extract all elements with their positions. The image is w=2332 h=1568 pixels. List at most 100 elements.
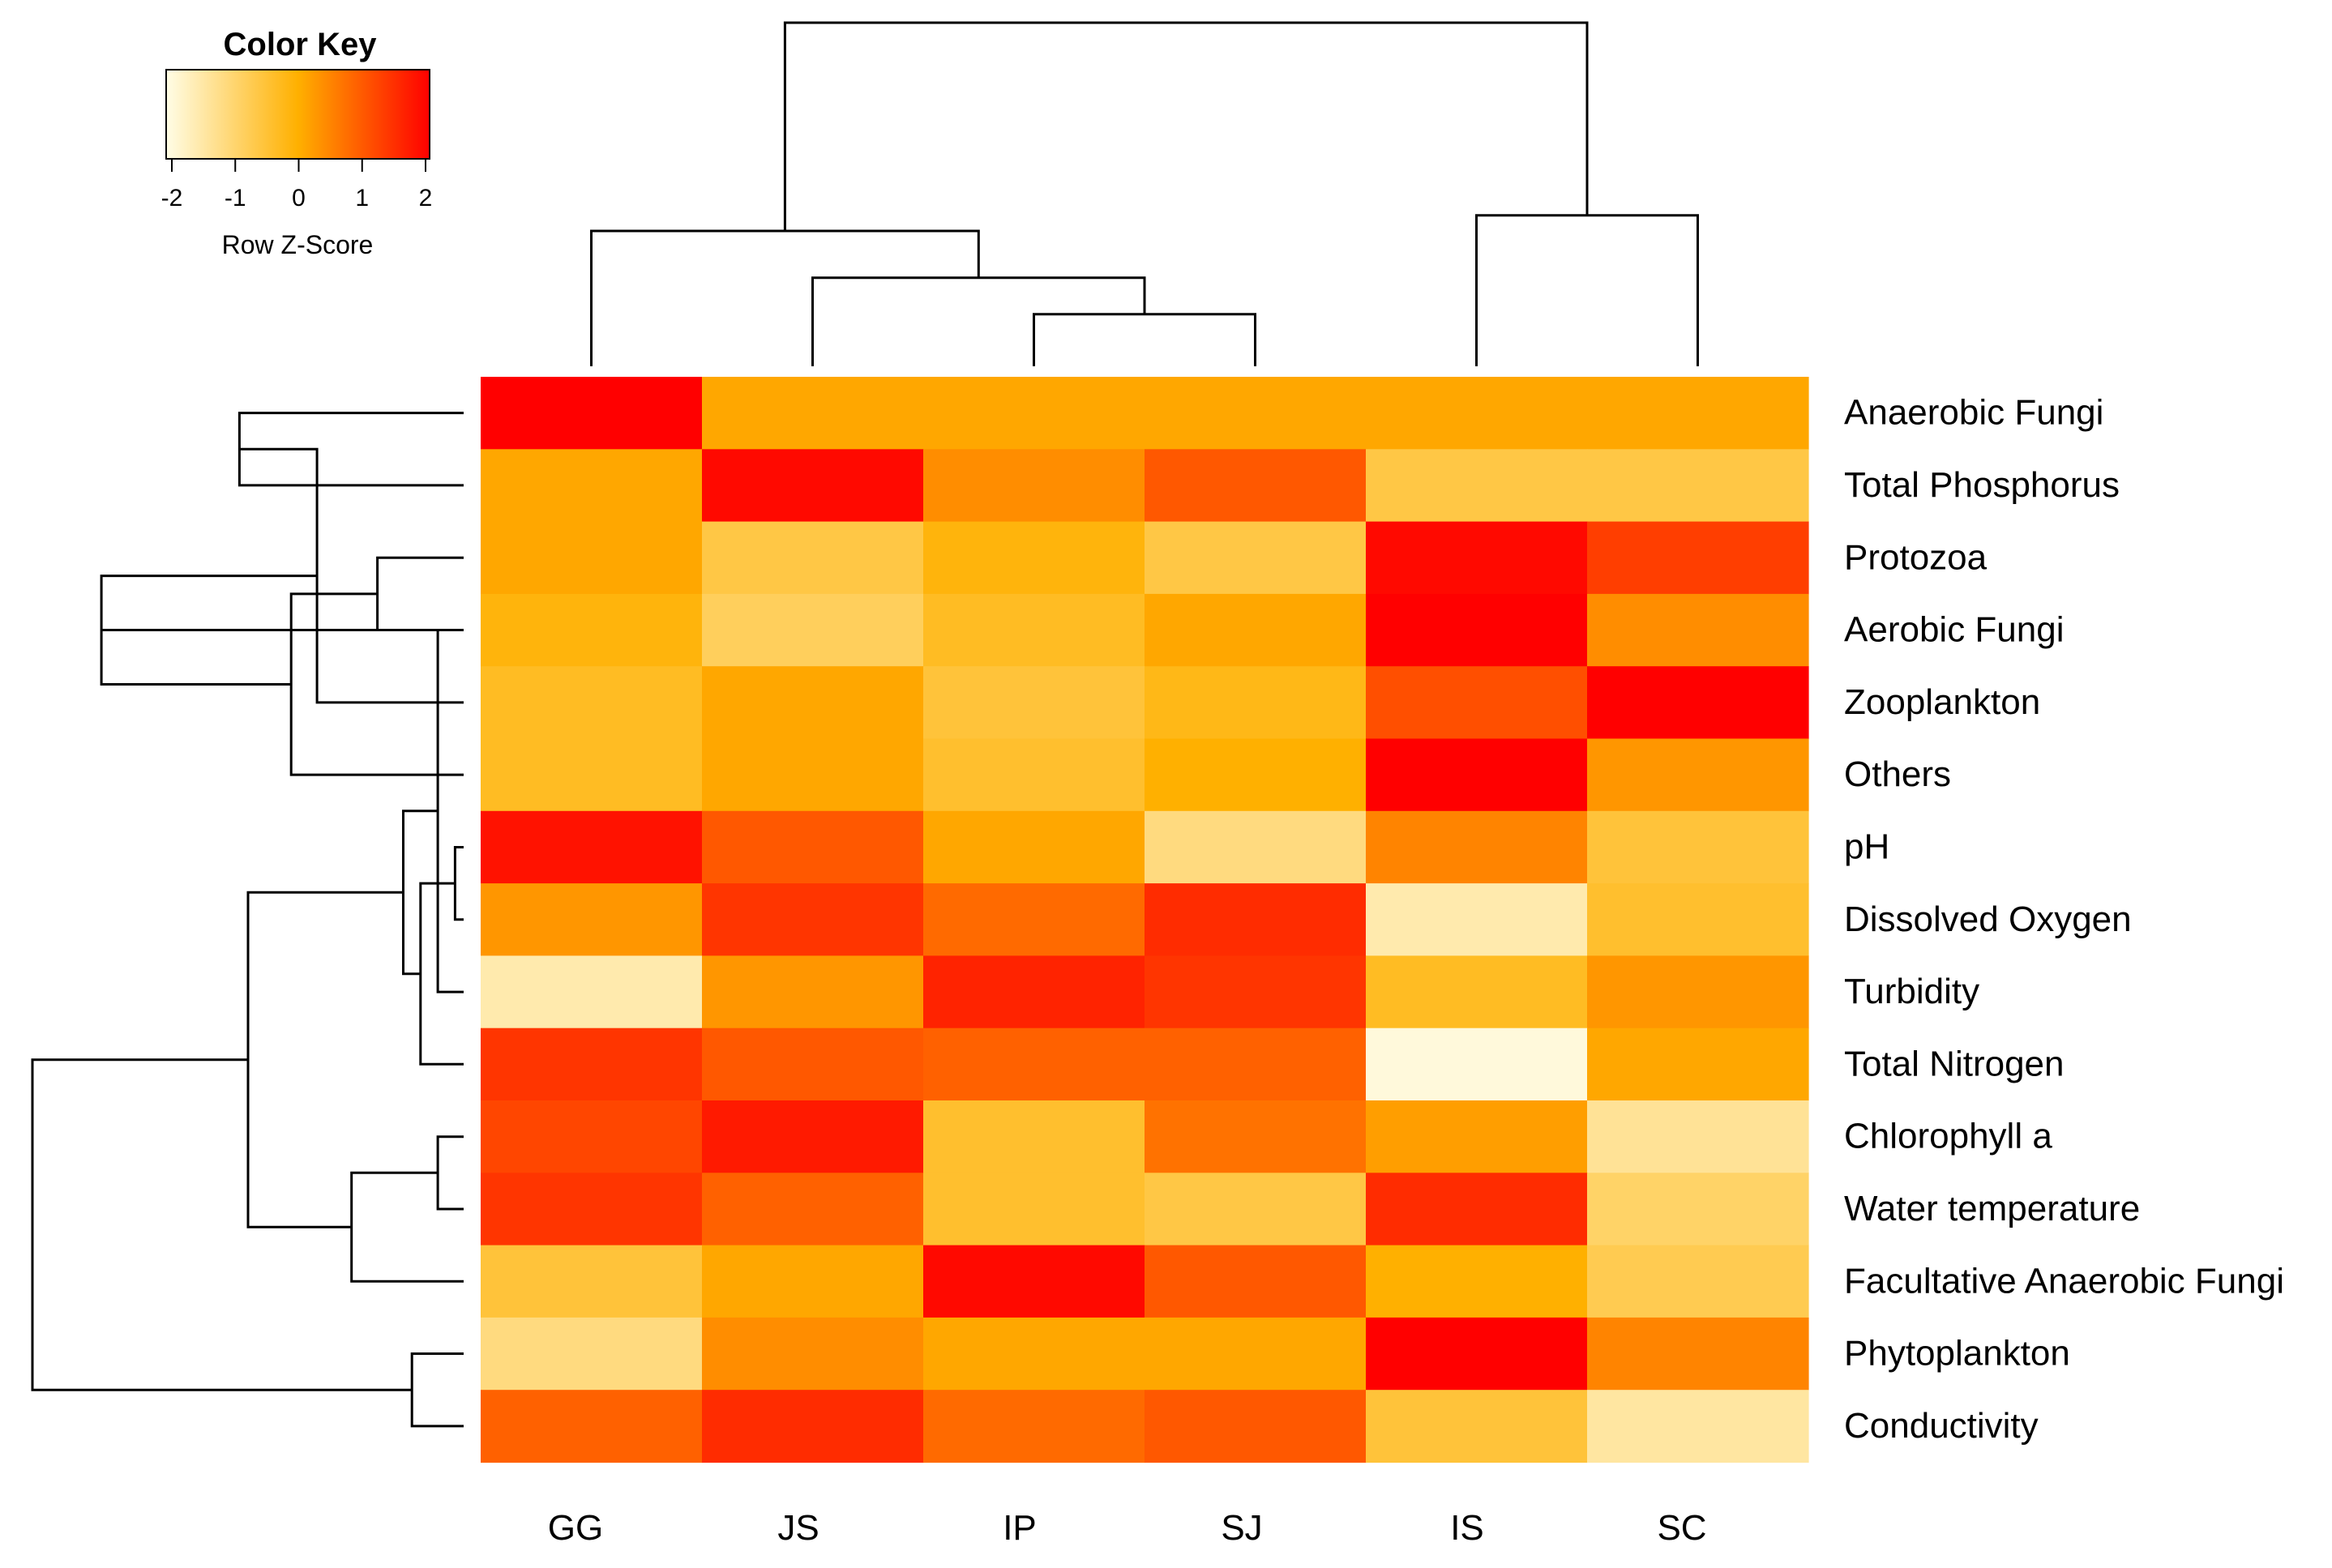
heatmap-cell [1587,1028,1809,1101]
heatmap-cell [481,1173,703,1246]
heatmap-cell [1145,955,1367,1029]
heatmap-cell [1145,593,1367,667]
color-key-tick-label: -1 [225,185,246,211]
heatmap-cell [1587,738,1809,812]
heatmap-cell [702,666,924,740]
heatmap-cell [923,377,1145,450]
heatmap-cell [1366,738,1588,812]
row-label: Protozoa [1844,537,1988,577]
row-label: Total Phosphorus [1844,465,2120,505]
heatmap-cell [1587,1173,1809,1246]
column-dendrogram-branch [811,276,1146,366]
heatmap-cell [702,1317,924,1391]
heatmap-cell [702,1100,924,1173]
row-label: Chlorophyll a [1844,1117,2052,1156]
row-label: Others [1844,754,1951,794]
heatmap-cell [1587,1245,1809,1318]
heatmap-cell [702,738,924,812]
heatmap-cell [702,377,924,450]
heatmap-cell [1587,1100,1809,1173]
heatmap-cell [702,955,924,1029]
color-key-ticks: -2 -1 0 1 2 [161,159,432,211]
column-label: GG [548,1508,603,1548]
heatmap-cell [702,1245,924,1318]
row-dendrogram-branch [31,1058,413,1391]
row-label: Facultative Anaerobic Fungi [1844,1261,2284,1301]
heatmap-cell [1145,1390,1367,1463]
heatmap-cell [702,883,924,956]
column-label: SJ [1221,1508,1262,1548]
row-dendrogram-branch [246,891,404,1228]
heatmap-cell [1145,666,1367,740]
heatmap-cell [481,883,703,956]
row-dendrogram-branch [350,1171,464,1283]
heatmap-cell [1145,1173,1367,1246]
heatmap-cell [1587,810,1809,884]
heatmap-cell [1587,449,1809,523]
color-key-title: Color Key [224,27,378,62]
row-label: pH [1844,827,1889,867]
heatmap-cell [1587,377,1809,450]
row-label: Zooplankton [1844,682,2040,722]
heatmap-cell [1366,1245,1588,1318]
heatmap-cell [1587,666,1809,740]
heatmap-cell [923,1100,1145,1173]
heatmap-cell [1145,1245,1367,1318]
heatmap-cell [481,955,703,1029]
heatmap-cell [702,449,924,523]
heatmap-cell [1145,883,1367,956]
heatmap-cell [481,593,703,667]
heatmap-cell [481,810,703,884]
row-labels: Anaerobic Fungi Total Phosphorus Protozoa A… [1844,393,2284,1446]
row-label: Anaerobic Fungi [1844,393,2103,433]
column-label: SC [1657,1508,1706,1548]
heatmap-cell [923,449,1145,523]
heatmap-cell [1145,449,1367,523]
heatmap-cell [481,666,703,740]
color-key: Color Key -2 -1 0 1 2 Row Z-Score [161,27,433,259]
heatmap-cell [923,1317,1145,1391]
heatmap-cell [702,810,924,884]
heatmap-cell [923,883,1145,956]
row-label: Phytoplankton [1844,1334,2070,1374]
heatmap-cell [481,1317,703,1391]
heatmap-cell [1366,1317,1588,1391]
row-dendrogram-branch [436,1135,464,1211]
heatmap-cell [1366,1028,1588,1101]
heatmap-cell [923,1390,1145,1463]
heatmap-cell [1145,810,1367,884]
column-label: IS [1450,1508,1484,1548]
heatmap-cell [1366,449,1588,523]
heatmap-cell [1366,377,1588,450]
heatmap-cell [481,377,703,450]
heatmap-cell [1587,883,1809,956]
heatmap-cell [1587,955,1809,1029]
column-label: IP [1003,1508,1037,1548]
heatmap-cell [481,1245,703,1318]
column-dendrogram-branch [783,21,1589,231]
column-labels: GG JS IP SJ IS SC [548,1508,1707,1548]
heatmap-cells [481,377,1809,1463]
heatmap-cell [702,1028,924,1101]
heatmap-cell [1366,521,1588,595]
column-dendrogram [590,21,1699,366]
row-label: Aerobic Fungi [1844,610,2064,650]
heatmap-cell [1366,810,1588,884]
heatmap-cell [1366,593,1588,667]
row-label: Dissolved Oxygen [1844,899,2132,939]
heatmap-cell [923,955,1145,1029]
row-dendrogram-branch [453,846,464,921]
heatmap-cell [1587,593,1809,667]
heatmap-cell [1145,521,1367,595]
heatmap-cell [923,1245,1145,1318]
color-key-tick-label: 0 [292,185,306,211]
column-dendrogram-branch [1033,313,1256,366]
row-label: Turbidity [1844,972,1979,1011]
row-label: Total Nitrogen [1844,1044,2064,1083]
heatmap-cell [923,810,1145,884]
color-key-label: Row Z-Score [222,230,374,259]
heatmap-cell [923,521,1145,595]
heatmap-cell [1366,1173,1588,1246]
heatmap-cell [923,738,1145,812]
heatmap-cell [1145,738,1367,812]
